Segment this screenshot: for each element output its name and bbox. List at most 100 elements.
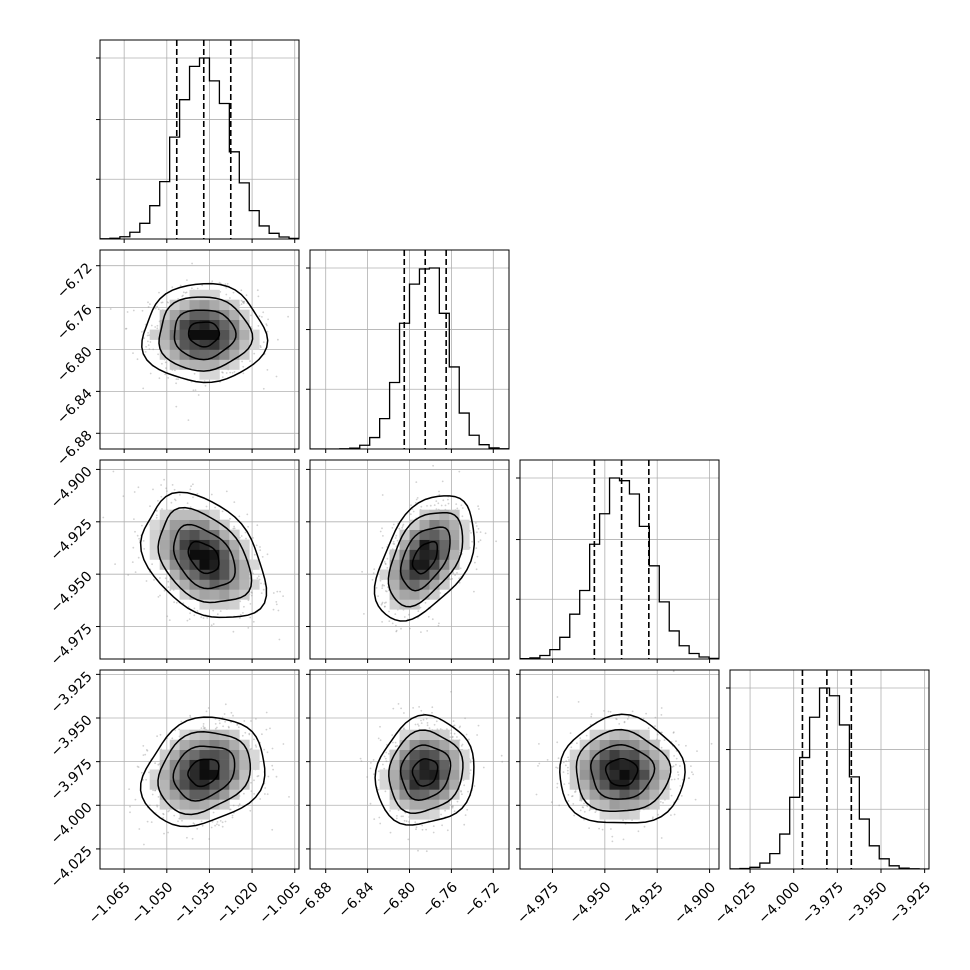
density-cell bbox=[169, 769, 180, 780]
scatter-point bbox=[163, 832, 165, 835]
scatter-point bbox=[672, 731, 675, 733]
x-tick-label: −6.76 bbox=[419, 879, 461, 921]
y-tick-label: −4.900 bbox=[48, 464, 96, 512]
scatter-point bbox=[691, 771, 693, 774]
density-cell bbox=[429, 799, 440, 810]
density-cell bbox=[409, 599, 420, 610]
scatter-point bbox=[408, 613, 410, 616]
scatter-point bbox=[673, 813, 676, 816]
scatter-point bbox=[219, 291, 222, 293]
scatter-point bbox=[163, 478, 166, 481]
density-cell bbox=[229, 599, 240, 610]
panel-frame bbox=[99, 669, 300, 870]
scatter-point bbox=[459, 725, 461, 728]
density-cell bbox=[179, 579, 190, 590]
scatter-point bbox=[377, 788, 380, 791]
scatter-point bbox=[249, 603, 252, 605]
scatter-point bbox=[395, 534, 398, 537]
scatter-point bbox=[256, 289, 259, 292]
density-cell bbox=[399, 749, 410, 760]
density-cell bbox=[389, 759, 400, 770]
density-cell bbox=[429, 509, 440, 520]
density-cell bbox=[189, 549, 200, 560]
scatter-point bbox=[670, 794, 673, 797]
scatter-point bbox=[469, 759, 472, 762]
scatter-point bbox=[623, 721, 626, 724]
scatter-point bbox=[420, 709, 423, 712]
scatter-point bbox=[223, 713, 226, 715]
density-cell bbox=[169, 349, 180, 360]
scatter-point bbox=[233, 525, 236, 528]
scatter-point bbox=[361, 570, 363, 573]
histogram-step bbox=[100, 57, 299, 239]
scatter-point bbox=[450, 690, 452, 693]
histogram-p2 bbox=[306, 249, 510, 453]
density-cell bbox=[419, 529, 430, 540]
density-cell bbox=[439, 569, 450, 580]
histogram-step bbox=[520, 477, 719, 659]
scatter-point bbox=[157, 796, 160, 798]
density-cell bbox=[209, 329, 220, 340]
scatter-point bbox=[461, 793, 463, 796]
density-cell bbox=[459, 529, 470, 540]
density-cell bbox=[199, 529, 210, 540]
density-cell bbox=[629, 799, 640, 810]
scatter-point bbox=[224, 820, 227, 823]
scatter-point bbox=[263, 748, 266, 751]
density-cell bbox=[579, 749, 590, 760]
scatter-point bbox=[275, 775, 278, 778]
scatter-point bbox=[670, 778, 673, 781]
scatter-point bbox=[384, 757, 387, 760]
scatter-point bbox=[449, 736, 452, 738]
scatter-point bbox=[134, 798, 137, 801]
contour-line bbox=[373, 495, 476, 622]
scatter-point bbox=[239, 617, 241, 619]
scatter-point bbox=[407, 838, 410, 841]
scatter-point bbox=[218, 824, 220, 827]
scatter-point bbox=[177, 378, 180, 381]
density-cell bbox=[419, 519, 430, 530]
scatter-point bbox=[417, 610, 420, 613]
scatter-point bbox=[250, 747, 253, 750]
scatter-point bbox=[144, 351, 147, 353]
density-cell bbox=[449, 549, 460, 560]
density-cell bbox=[199, 749, 210, 760]
density-cell bbox=[429, 749, 440, 760]
scatter-point bbox=[432, 825, 435, 827]
scatter-point bbox=[179, 494, 181, 496]
density-cell bbox=[169, 749, 180, 760]
density-cell bbox=[399, 759, 410, 770]
scatter-point bbox=[476, 531, 478, 534]
scatter-point bbox=[389, 831, 392, 834]
scatter-point bbox=[146, 820, 149, 823]
scatter-point bbox=[392, 741, 394, 744]
scatter-point bbox=[556, 767, 559, 769]
density-cells bbox=[569, 729, 670, 820]
scatter-point bbox=[469, 769, 472, 772]
scatter-point bbox=[463, 823, 466, 826]
density-cell bbox=[209, 569, 220, 580]
scatter-point bbox=[408, 821, 410, 823]
scatter-point bbox=[451, 806, 454, 809]
scatter-point bbox=[454, 574, 456, 576]
density-cell bbox=[419, 749, 430, 760]
density-cell bbox=[609, 789, 620, 800]
scatter-point bbox=[466, 808, 469, 811]
scatter-point bbox=[403, 819, 406, 822]
density-cell bbox=[419, 799, 430, 810]
scatter-point bbox=[242, 372, 245, 375]
scatter-point bbox=[447, 498, 449, 501]
scatter-point bbox=[420, 719, 422, 722]
density-cell bbox=[189, 289, 200, 301]
scatter-point bbox=[149, 804, 151, 807]
scatter-point bbox=[598, 827, 600, 830]
scatter-point bbox=[359, 757, 362, 760]
scatter-point bbox=[216, 726, 218, 729]
scatter-point bbox=[396, 539, 399, 542]
scatter-point bbox=[662, 801, 664, 804]
scatter-point bbox=[437, 624, 440, 627]
scatter-point bbox=[240, 535, 243, 537]
scatter-point bbox=[160, 301, 163, 304]
scatter-point bbox=[161, 301, 164, 304]
scatter-point bbox=[426, 722, 429, 724]
